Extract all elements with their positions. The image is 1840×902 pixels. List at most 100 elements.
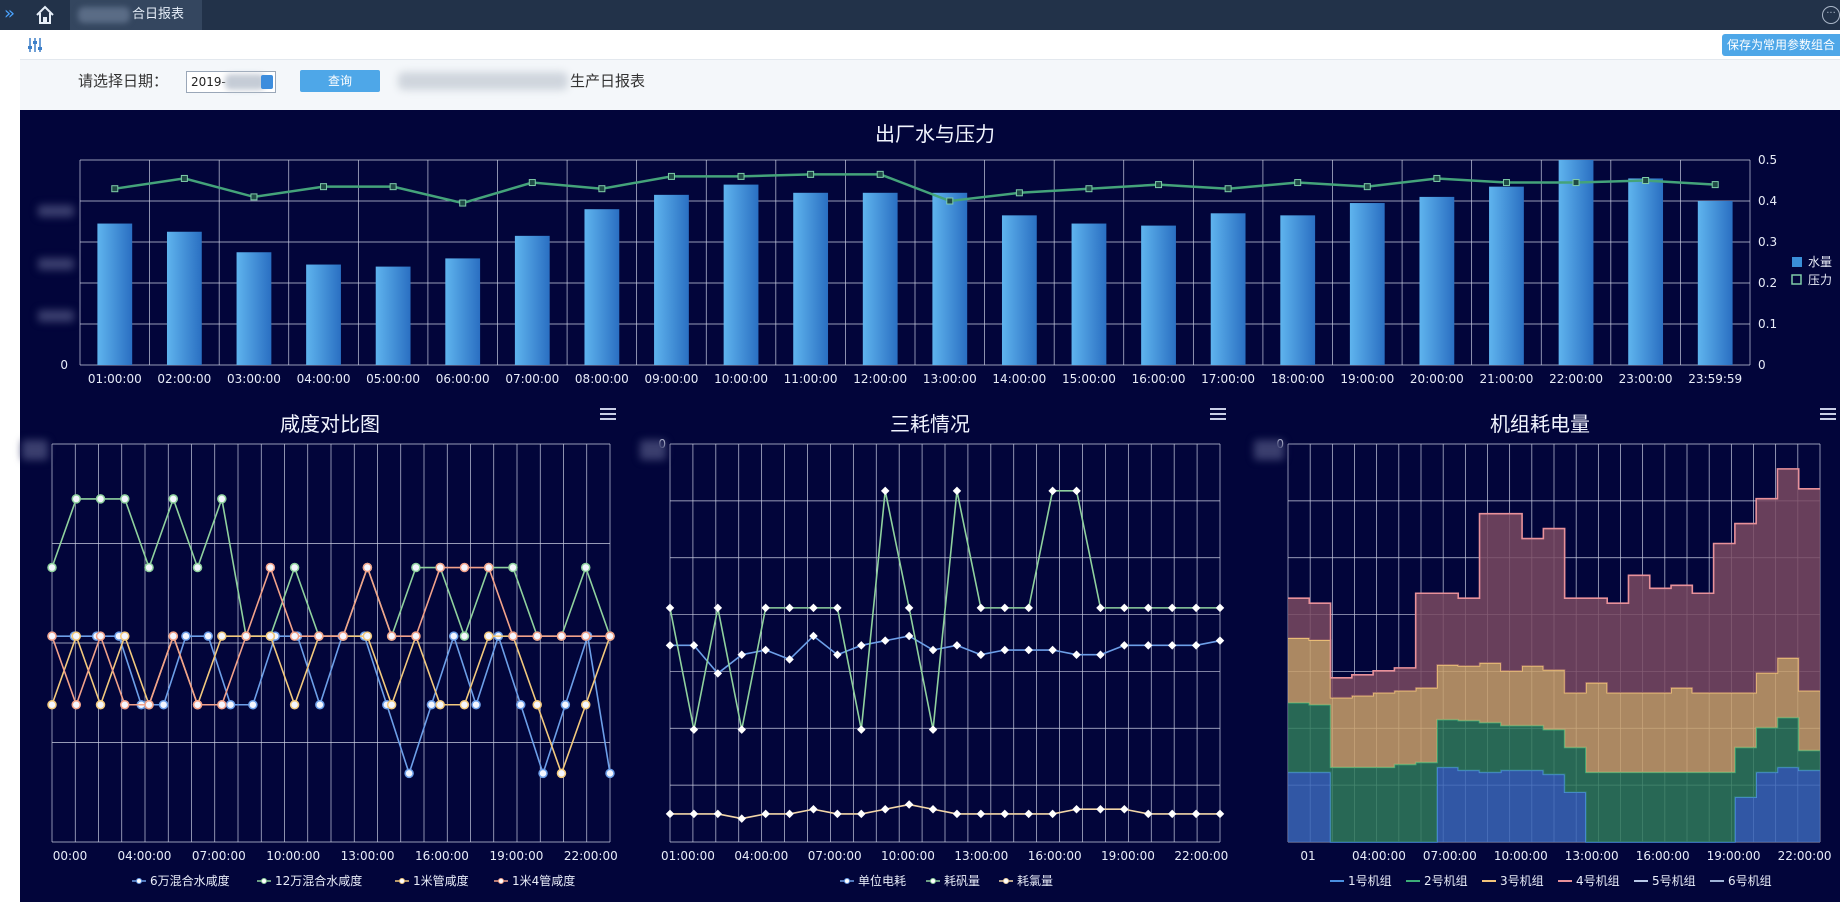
point-pressure [1502,179,1510,187]
legend-marker [261,878,267,884]
series-point [809,631,818,641]
series-point [1191,603,1201,613]
series-point [515,700,526,710]
series-point [976,809,986,819]
series-point [71,700,82,710]
series-point [95,700,106,710]
legend-label: 单位电耗 [858,873,906,888]
x-tick-label: 15:00:00 [1062,372,1116,386]
x-tick-label: 11:00:00 [784,372,838,386]
series-point [1000,645,1010,655]
bar-water [1001,215,1037,365]
legend-label: 耗氯量 [1017,874,1053,888]
filter-settings-icon[interactable] [26,36,44,54]
legend-label: 2号机组 [1424,874,1468,888]
series-point [1191,641,1201,650]
series-point [71,631,82,641]
point-pressure [876,170,884,178]
bar-water [514,235,550,365]
series-point [833,603,842,613]
legend-marker [844,878,850,884]
series-point [1072,804,1081,814]
bar-water [1558,160,1594,365]
series-point [411,562,421,573]
series-point [144,700,154,710]
point-pressure [1572,179,1580,187]
point-pressure [667,172,675,180]
x-tick-label: 13:00:00 [923,372,977,386]
home-icon[interactable] [34,4,56,26]
date-input[interactable]: 2019- [186,71,276,93]
point-pressure [111,185,119,193]
bar-water [375,266,411,365]
series-point [483,562,494,573]
y2-tick-label: 0.1 [1758,317,1777,331]
series-point [120,494,130,504]
x-tick-label: 18:00:00 [1271,372,1325,386]
chart-menu-icon-unit-power[interactable] [1820,408,1836,420]
x-tick-label: 05:00:00 [366,372,420,386]
series-point [785,809,794,819]
series-point [1048,486,1057,496]
chart-menu-icon-three-consumption[interactable] [1210,408,1226,420]
legend-label-water: 水量 [1808,255,1832,269]
point-pressure [1642,177,1650,184]
series-point [904,631,914,641]
point-pressure [1363,183,1371,191]
query-bar: 请选择日期： 2019- 查询 生产日报表 [20,60,1840,110]
calendar-icon[interactable] [261,75,273,89]
bar-water [1419,196,1455,365]
legend-marker [399,878,405,884]
chart-menu-icon-salinity[interactable] [600,408,616,420]
legend-label: 12万混合水咸度 [275,873,362,888]
area-edge [1288,468,1820,679]
series-point [857,809,866,819]
bar-water [97,223,133,365]
query-button[interactable]: 查询 [300,70,380,92]
tab-label: 合日报表 [132,7,185,22]
x-tick-label: 19:00:00 [1707,849,1761,863]
series-point [761,603,770,613]
series-point [556,631,567,641]
x-tick-label: 22:00:00 [1778,849,1832,863]
series-point [338,631,348,641]
bar-water [654,194,689,365]
legend-swatch-pressure [1791,274,1802,285]
series-point [459,562,470,573]
series-point [1096,603,1105,613]
x-tick-label: 23:00:00 [1619,372,1673,386]
series-point [265,562,276,573]
series-point [192,562,203,573]
x-tick-label: 21:00:00 [1480,372,1534,386]
tab-daily-report[interactable]: 合日报表 [70,0,202,30]
area-layer [1288,468,1820,698]
series-point [47,631,57,641]
x-tick-label: 16:00:00 [1132,372,1186,386]
x-tick-label: 10:00:00 [266,849,320,863]
x-tick-label: 16:00:00 [1028,849,1082,863]
series-point [833,650,842,659]
expand-icon[interactable]: » [4,3,16,24]
series-point [217,700,227,710]
series-point [1024,809,1033,819]
series-point [1215,636,1225,645]
series-point [538,768,548,779]
save-params-button[interactable]: 保存为常用参数组合 [1722,34,1840,56]
series-point [459,700,470,710]
series-point [1215,809,1225,819]
legend-marker [1003,878,1009,884]
x-tick-label: 03:00:00 [227,372,281,386]
series-point [952,486,962,496]
series-point [95,494,106,504]
series-point [1096,804,1105,814]
more-icon[interactable]: ··· [1822,6,1840,24]
bar-water [1628,178,1664,365]
series-point [248,700,258,710]
series-point [1215,603,1225,613]
series-point [95,631,106,641]
report-title-text: 生产日报表 [570,72,646,90]
legend-marker [136,878,142,884]
series-point [952,641,962,650]
series-point [168,494,179,504]
series-point [315,700,325,710]
